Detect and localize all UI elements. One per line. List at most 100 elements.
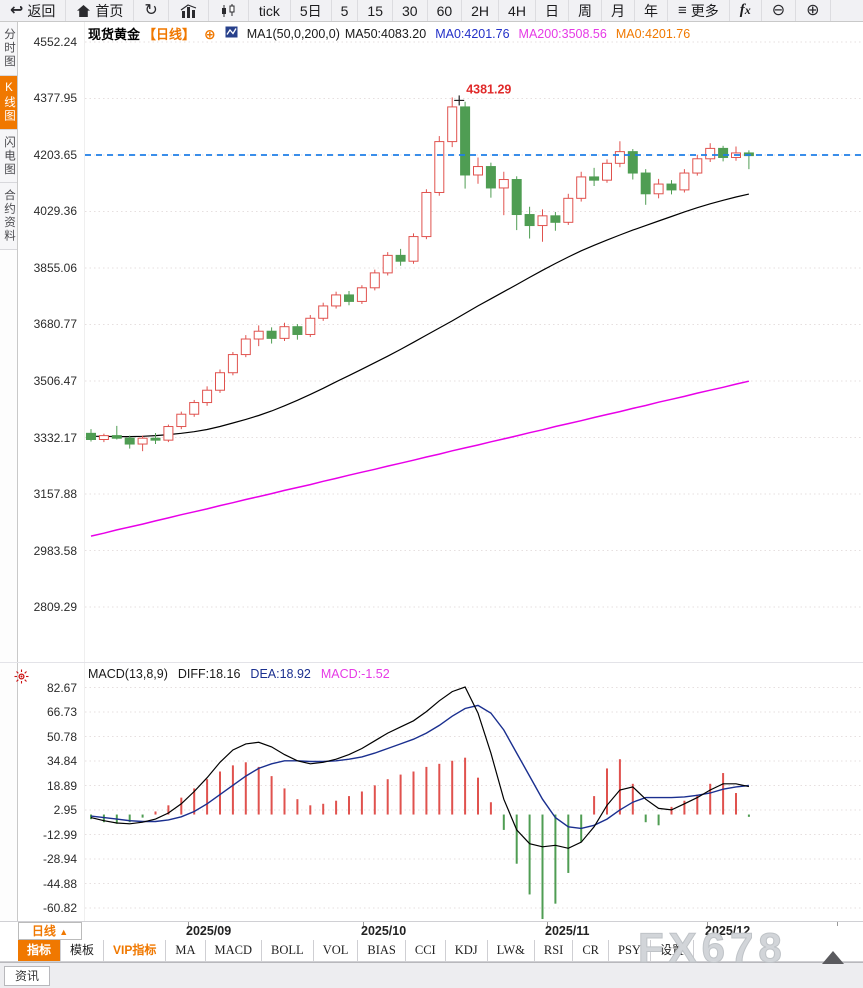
tab-psy[interactable]: PSY xyxy=(609,940,651,961)
indicator-tab-bar: 指标 模板 VIP指标 MA MACD BOLL VOL BIAS CCI KDJ LW& RSI CR… xyxy=(0,940,863,962)
main-chart-header: 现货黄金 【日线】 ⊕ MA1(50,0,200,0) MA50:4083.20… xyxy=(88,24,690,43)
sidebar-tab-time-chart[interactable]: 分时图 xyxy=(0,22,17,76)
chart-type-sidebar: 分时图 K线图 闪电图 合约资料 xyxy=(0,22,18,921)
x-axis-row: 日线 ▲ 2025/09 2025/10 2025/11 2025/12 xyxy=(0,921,863,940)
toolbar-button-label: 30 xyxy=(401,2,418,19)
sidebar-tab-lightning-chart[interactable]: 闪电图 xyxy=(0,129,17,183)
top-toolbar: ↩ 返回 首页 ↻ tick 5日 5 15 30 60 2H 4H 日 周 月 年 ≡ 更多 f x ⊖ ⊕ xyxy=(0,0,863,22)
macd-axis-label: 18.89 xyxy=(46,778,77,793)
ma0-orange-value: MA0:4201.76 xyxy=(615,26,691,41)
period-year-button[interactable]: 年 xyxy=(635,0,668,21)
back-button[interactable]: ↩ 返回 xyxy=(0,0,67,21)
mini-chart-icon[interactable] xyxy=(225,26,238,41)
candlestick-chart[interactable]: 4381.29 xyxy=(85,22,863,663)
tab-indicator[interactable]: 指标 xyxy=(18,940,62,961)
period-day-button[interactable]: 日 xyxy=(536,0,569,21)
toolbar-button-label: 4H xyxy=(508,2,526,19)
ma50-value: MA50:4083.20 xyxy=(344,26,427,41)
macd-axis-label: 66.73 xyxy=(46,704,77,719)
toolbar-button-label: 更多 xyxy=(690,2,719,19)
zoom-in-button[interactable]: ⊕ xyxy=(796,0,831,21)
period-5-button[interactable]: 5 xyxy=(332,0,359,21)
toolbar-button-label: 返回 xyxy=(27,2,56,19)
macd-diff-value: DIFF:18.16 xyxy=(177,667,241,681)
x-axis-tick xyxy=(707,922,708,926)
price-axis-label: 4552.24 xyxy=(33,35,77,49)
tab-ma[interactable]: MA xyxy=(166,940,206,961)
candlestick-button[interactable] xyxy=(209,0,249,21)
x-axis-tick xyxy=(363,922,364,926)
symbol-name: 现货黄金 xyxy=(88,27,141,42)
toolbar-button-label: 日 xyxy=(544,2,559,19)
macd-settings-icon[interactable] xyxy=(14,669,29,689)
more-button[interactable]: ≡ 更多 xyxy=(668,0,730,21)
period-tick-button[interactable]: tick xyxy=(249,0,291,21)
candlestick-icon xyxy=(219,3,238,18)
period-5d-button[interactable]: 5日 xyxy=(291,0,332,21)
refresh-icon: ↻ xyxy=(144,1,158,19)
price-axis-label: 2983.58 xyxy=(33,543,77,558)
period-4h-button[interactable]: 4H xyxy=(499,0,536,21)
price-axis-label: 3855.06 xyxy=(33,261,77,275)
ma0-blue-value: MA0:4201.76 xyxy=(435,26,510,41)
ma200-value: MA200:3508.56 xyxy=(518,26,607,41)
tab-vol[interactable]: VOL xyxy=(313,940,359,961)
tab-lw[interactable]: LW& xyxy=(487,940,535,961)
zoom-out-button[interactable]: ⊖ xyxy=(762,0,797,21)
x-axis-tick xyxy=(547,922,548,926)
sidebar-tab-contract-info[interactable]: 合约资料 xyxy=(0,183,17,250)
macd-header: MACD(13,8,9) DIFF:18.16 DEA:18.92 MACD:-… xyxy=(88,667,390,681)
price-axis-label: 2809.29 xyxy=(33,600,77,614)
toolbar-button-label: tick xyxy=(258,2,280,19)
macd-axis-label: -12.99 xyxy=(42,827,77,842)
macd-chart[interactable] xyxy=(85,663,863,921)
macd-axis-label: -60.82 xyxy=(42,901,77,915)
price-axis-label: 4377.95 xyxy=(33,91,77,106)
tab-rsi[interactable]: RSI xyxy=(534,940,574,961)
toolbar-button-label: 5 xyxy=(340,2,349,19)
price-axis-label: 3680.77 xyxy=(33,317,77,332)
period-week-button[interactable]: 周 xyxy=(569,0,602,21)
period-selector[interactable]: 日线 ▲ xyxy=(18,922,82,940)
tab-macd[interactable]: MACD xyxy=(205,940,263,961)
refresh-button[interactable]: ↻ xyxy=(134,0,169,21)
bottom-status-bar: 资讯 xyxy=(0,962,863,988)
toolbar-button-label: 5日 xyxy=(299,2,322,19)
x-axis-month-label: 2025/10 xyxy=(361,924,407,938)
main-price-axis: 4552.24 4377.95 4203.65 4029.36 3855.06 3680.… xyxy=(18,22,80,663)
home-button[interactable]: 首页 xyxy=(66,0,135,21)
tab-cr[interactable]: CR xyxy=(573,940,610,961)
price-axis-label: 4203.65 xyxy=(33,148,77,162)
period-month-button[interactable]: 月 xyxy=(602,0,635,21)
price-axis-label: 3506.47 xyxy=(33,374,77,388)
period-tag: 【日线】 xyxy=(143,27,196,42)
price-axis-label: 3157.88 xyxy=(33,487,77,501)
tab-settings[interactable]: 设置 xyxy=(650,940,694,961)
tab-boll[interactable]: BOLL xyxy=(262,940,314,961)
period-2h-button[interactable]: 2H xyxy=(462,0,500,21)
macd-axis-label: -28.94 xyxy=(42,852,77,866)
price-axis-label: 4029.36 xyxy=(33,204,77,219)
toolbar-button-label: 年 xyxy=(643,2,658,19)
tab-kdj[interactable]: KDJ xyxy=(445,940,488,961)
panel-divider xyxy=(0,662,863,663)
tab-bias[interactable]: BIAS xyxy=(358,940,406,961)
tab-cci[interactable]: CCI xyxy=(405,940,446,961)
period-15-button[interactable]: 15 xyxy=(358,0,393,21)
period-30-button[interactable]: 30 xyxy=(393,0,428,21)
sidebar-tab-kline-chart[interactable]: K线图 xyxy=(0,75,17,130)
toolbar-button-label: 首页 xyxy=(95,2,124,19)
tab-template[interactable]: 模板 xyxy=(61,940,105,961)
news-tab[interactable]: 资讯 xyxy=(4,966,51,986)
x-axis-tick xyxy=(837,922,838,926)
bar-chart-button[interactable] xyxy=(169,0,209,21)
toolbar-button-label: 60 xyxy=(436,2,453,19)
macd-axis-label: 2.95 xyxy=(53,803,77,817)
menu-icon: ≡ xyxy=(677,2,687,19)
tab-vip-indicator[interactable]: VIP指标 xyxy=(104,940,167,961)
period-60-button[interactable]: 60 xyxy=(428,0,463,21)
add-overlay-icon[interactable]: ⊕ xyxy=(204,25,216,42)
home-icon xyxy=(76,4,91,18)
